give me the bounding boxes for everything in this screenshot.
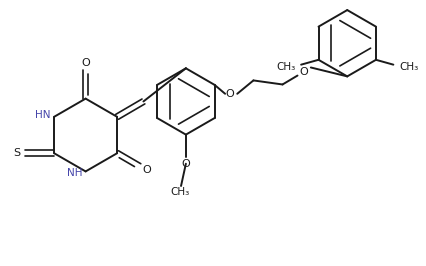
Text: NH: NH: [67, 168, 82, 178]
Text: O: O: [299, 67, 308, 77]
Text: O: O: [142, 165, 151, 175]
Text: CH₃: CH₃: [276, 62, 296, 72]
Text: CH₃: CH₃: [170, 188, 190, 197]
Text: O: O: [81, 59, 90, 68]
Text: S: S: [13, 148, 20, 158]
Text: CH₃: CH₃: [399, 62, 418, 72]
Text: O: O: [181, 159, 190, 169]
Text: O: O: [226, 89, 234, 99]
Text: HN: HN: [35, 110, 51, 120]
